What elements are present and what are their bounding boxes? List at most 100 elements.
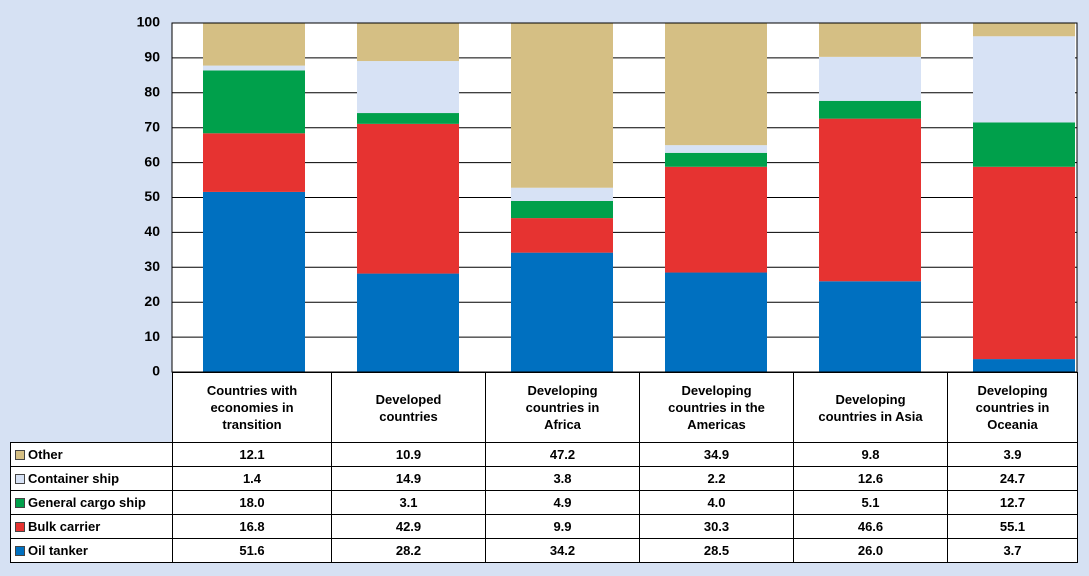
table-value: 28.2 [331,538,486,563]
bar-segment [357,113,459,124]
table-value: 42.9 [331,514,486,539]
table-value: 46.6 [793,514,948,539]
table-value: 2.2 [639,466,794,491]
bar-segment [357,61,459,114]
bar-segment [511,187,613,201]
category-header: Countries with economies in transition [172,372,332,443]
legend-label: Oil tanker [28,543,88,558]
bar-segment [973,36,1075,123]
bar-segment [357,123,459,274]
table-value: 5.1 [793,490,948,515]
table-value: 14.9 [331,466,486,491]
bar-segment [511,200,613,219]
bar-segment [203,191,305,372]
y-tick-label: 80 [144,84,160,100]
category-header: Developing countries in Oceania [947,372,1078,443]
table-value: 3.8 [485,466,640,491]
table-value: 26.0 [793,538,948,563]
bar-segment [665,166,767,273]
y-tick-label: 50 [144,188,160,204]
bar-segment [511,23,613,188]
y-tick-label: 70 [144,118,160,134]
legend-entry: Container ship [10,466,173,491]
legend-swatch [15,497,25,508]
table-value: 12.6 [793,466,948,491]
legend-swatch [15,473,25,484]
bar-segment [665,272,767,372]
legend-swatch [15,521,25,532]
table-value: 34.9 [639,442,794,467]
bar-segment [511,252,613,372]
bar-segment [357,273,459,372]
bar-segment [511,218,613,253]
table-value: 3.9 [947,442,1078,467]
category-label: Countries with economies in transition [206,383,298,432]
legend-swatch [15,449,25,460]
legend-label: Bulk carrier [28,519,101,534]
legend-label: Other [28,447,63,462]
category-header: Developed countries [331,372,486,443]
category-header: Developing countries in Africa [485,372,640,443]
bar-segment [203,23,305,66]
legend-entry: General cargo ship [10,490,173,515]
category-header: Developing countries in the Americas [639,372,794,443]
table-value: 12.1 [172,442,332,467]
y-tick-label: 20 [144,293,160,309]
category-header: Developing countries in Asia [793,372,948,443]
bar-segment [665,145,767,153]
legend-entry: Other [10,442,173,467]
bar-segment [973,122,1075,167]
table-value: 1.4 [172,466,332,491]
table-value: 4.0 [639,490,794,515]
table-value: 10.9 [331,442,486,467]
table-value: 9.8 [793,442,948,467]
bar-segment [819,281,921,372]
bar-segment [819,118,921,282]
legend-label: General cargo ship [28,495,146,510]
table-value: 3.1 [331,490,486,515]
bar-segment [203,70,305,134]
table-value: 18.0 [172,490,332,515]
category-label: Developing countries in Oceania [975,383,1050,432]
legend-entry: Bulk carrier [10,514,173,539]
bar-segment [973,22,1075,37]
table-value: 12.7 [947,490,1078,515]
bar-segment [973,166,1075,360]
table-value: 24.7 [947,466,1078,491]
bar-segment [973,359,1075,372]
category-label: Developed countries [375,391,442,424]
y-tick-label: 100 [137,14,161,30]
y-tick-label: 90 [144,49,160,65]
table-value: 3.7 [947,538,1078,563]
category-label: Developing countries in the Americas [668,383,765,432]
bar-segment [357,23,459,62]
y-tick-label: 30 [144,258,160,274]
category-label: Developing countries in Africa [525,383,600,432]
table-value: 51.6 [172,538,332,563]
table-value: 30.3 [639,514,794,539]
legend-entry: Oil tanker [10,538,173,563]
bar-segment [819,22,921,57]
bar-segment [819,56,921,101]
table-value: 16.8 [172,514,332,539]
y-tick-label: 40 [144,223,160,239]
table-value: 34.2 [485,538,640,563]
bar-segment [665,23,767,146]
y-tick-label: 10 [144,328,160,344]
bar-segment [819,100,921,119]
table-value: 28.5 [639,538,794,563]
table-value: 55.1 [947,514,1078,539]
legend-swatch [15,545,25,556]
table-value: 47.2 [485,442,640,467]
table-value: 9.9 [485,514,640,539]
bar-segment [203,133,305,192]
bar-segment [665,152,767,167]
legend-label: Container ship [28,471,120,486]
y-tick-label: 0 [152,363,160,379]
bar-segment [203,65,305,71]
table-value: 4.9 [485,490,640,515]
y-tick-label: 60 [144,153,160,169]
category-label: Developing countries in Asia [818,391,923,424]
